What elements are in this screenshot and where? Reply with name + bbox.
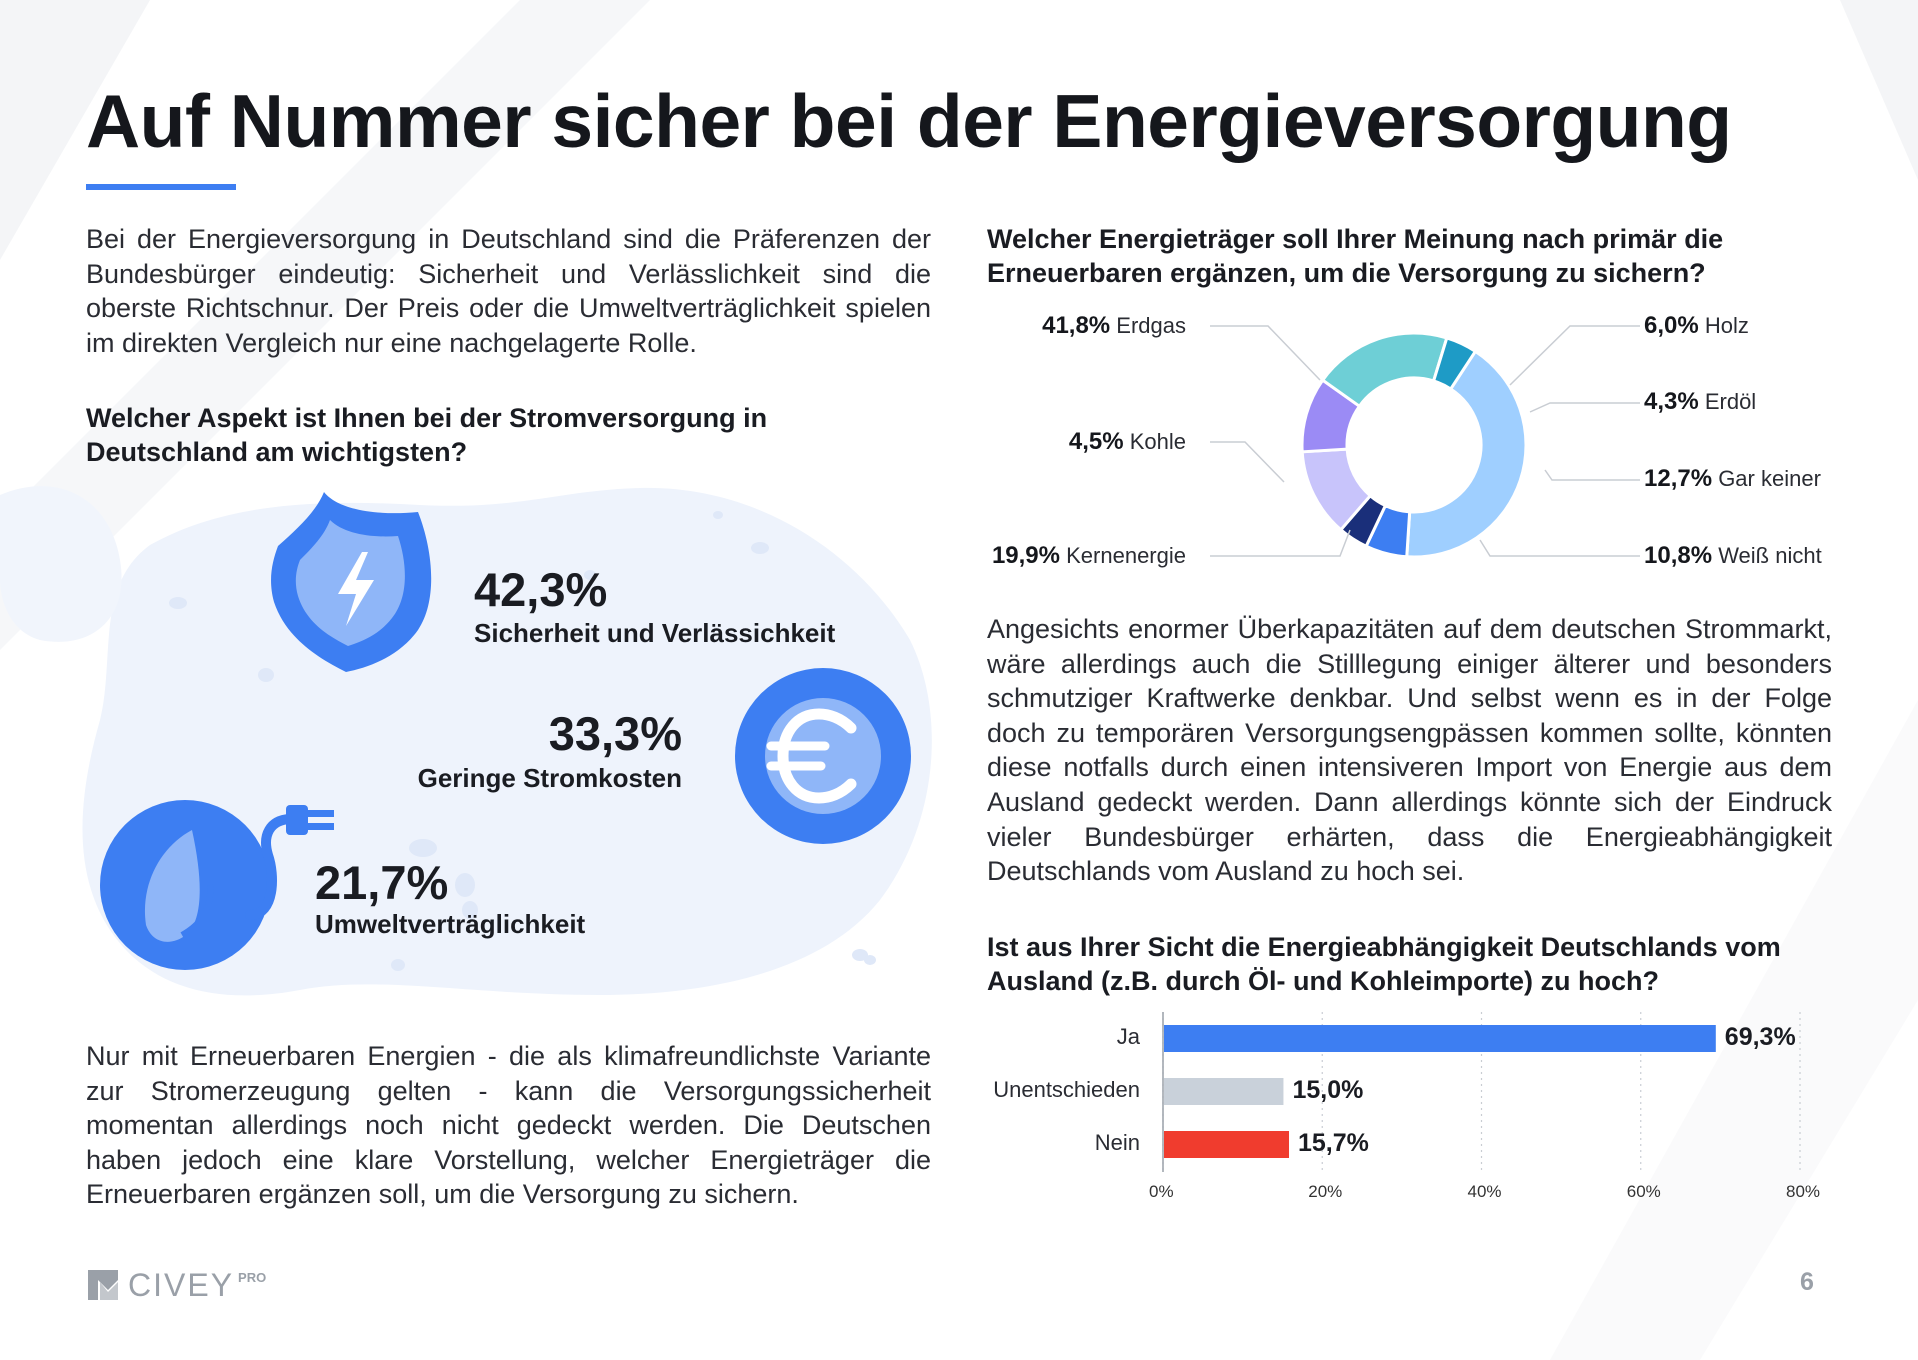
- intro-paragraph: Bei der Energieversorgung in Deutschland…: [86, 224, 931, 358]
- civey-logo-suffix: PRO: [238, 1269, 267, 1285]
- x-tick-80: 80%: [1786, 1182, 1821, 1201]
- shield-icon: [271, 492, 432, 672]
- bar-unentschieden: [1164, 1078, 1284, 1105]
- stat-value-cost: 33,3%: [548, 707, 682, 760]
- donut-label-gar-keiner: 12,7% Gar keiner: [1644, 465, 1821, 492]
- stat-label-environment: Umweltverträglichkeit: [315, 909, 586, 939]
- stat-value-security: 42,3%: [474, 563, 608, 616]
- title-underline: [86, 184, 236, 190]
- bar-value-unentschieden: 15,0%: [1292, 1076, 1364, 1104]
- civey-logo: CIVEY PRO: [86, 1265, 266, 1305]
- x-tick-60: 60%: [1626, 1182, 1661, 1201]
- civey-logo-icon: [88, 1270, 118, 1300]
- donut-label-weiss-nicht: 10,8% Weiß nicht: [1644, 542, 1822, 569]
- x-tick-0: 0%: [1149, 1182, 1174, 1201]
- bar-ja: [1164, 1025, 1716, 1052]
- leaf-plug-icon: [100, 800, 334, 970]
- donut-label-holz: 6,0% Holz: [1644, 312, 1749, 339]
- euro-coin-icon: [735, 668, 911, 844]
- question-energy-source: Welcher Energieträger soll Ihrer Meinung…: [987, 224, 1724, 288]
- question-aspect: Welcher Aspekt ist Ihnen bei der Stromve…: [86, 403, 768, 467]
- paragraph-overcapacity: Angesichts enormer Überkapazitäten auf d…: [987, 614, 1832, 887]
- stat-label-security: Sicherheit und Verlässichkeit: [474, 618, 836, 648]
- page-title: Auf Nummer sicher bei der Energieversorg…: [86, 79, 1732, 163]
- civey-logo-text: CIVEY: [128, 1266, 235, 1303]
- donut-label-erdgas: 41,8% Erdgas: [1042, 312, 1186, 339]
- donut-label-kohle: 4,5% Kohle: [1068, 428, 1186, 455]
- bar-category-unentschieden: Unentschieden: [993, 1077, 1140, 1102]
- donut-label-kernenergie: 19,9% Kernenergie: [991, 542, 1186, 569]
- stat-value-environment: 21,7%: [315, 856, 449, 909]
- x-tick-20: 20%: [1308, 1182, 1343, 1201]
- bar-category-nein: Nein: [1094, 1130, 1140, 1155]
- bar-category-ja: Ja: [1116, 1024, 1140, 1049]
- paragraph-renewables: Nur mit Erneuerbaren Energien - die als …: [86, 1041, 931, 1210]
- bar-nein: [1164, 1131, 1290, 1158]
- donut-label-erdoel: 4,3% Erdöl: [1644, 388, 1757, 415]
- bar-value-ja: 69,3%: [1724, 1023, 1796, 1051]
- page-number: 6: [1800, 1268, 1814, 1296]
- question-dependency: Ist aus Ihrer Sicht die Energieabhängigk…: [987, 932, 1781, 996]
- bar-value-nein: 15,7%: [1298, 1129, 1369, 1157]
- stat-label-cost: Geringe Stromkosten: [417, 763, 682, 793]
- x-tick-40: 40%: [1467, 1182, 1502, 1201]
